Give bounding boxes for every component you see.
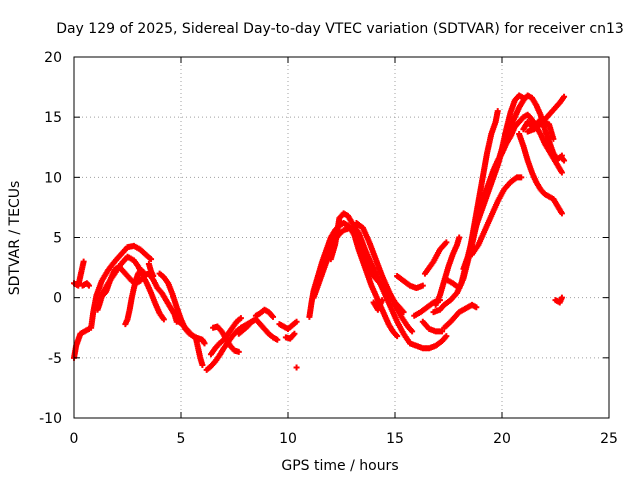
x-tick-label: 25: [600, 431, 618, 447]
data-point: [443, 239, 450, 246]
data-point: [199, 362, 206, 369]
data-point: [561, 157, 568, 164]
series-arc-14: [235, 316, 281, 343]
data-point: [237, 315, 244, 322]
data-layer: [71, 92, 568, 373]
x-tick-label: 15: [386, 431, 404, 447]
series-arc-27: [421, 239, 450, 277]
data-point: [494, 108, 501, 115]
series-arc-22: [353, 220, 416, 335]
x-tick-label: 0: [70, 431, 79, 447]
series-arc-37: [524, 93, 568, 135]
data-point: [150, 273, 157, 280]
data-point: [201, 340, 208, 347]
data-point: [274, 336, 281, 343]
y-tick-label: -10: [39, 411, 62, 427]
y-axis-label: SDTVAR / TECUs: [7, 181, 23, 296]
series-arc-39: [558, 155, 568, 164]
series-arc-18: [293, 364, 300, 371]
series-arc-13: [210, 323, 242, 355]
series-arc-8: [145, 260, 157, 280]
data-point: [473, 304, 480, 311]
grid-layer: [74, 57, 609, 418]
y-tick-label: 20: [44, 50, 62, 66]
data-point: [456, 234, 463, 241]
data-point: [558, 210, 565, 217]
series-arc-3: [79, 280, 92, 289]
data-point: [394, 333, 401, 340]
x-tick-label: 10: [279, 431, 297, 447]
series-arc-33: [469, 174, 525, 258]
data-point: [235, 348, 242, 355]
series-arc-26: [419, 318, 446, 335]
data-point: [293, 318, 300, 325]
series-arc-30: [441, 301, 480, 331]
data-point: [550, 135, 557, 142]
data-point: [409, 328, 416, 335]
series-arc-15: [252, 306, 277, 320]
data-point: [85, 282, 92, 289]
series-arc-21: [327, 210, 450, 352]
data-point: [379, 297, 386, 304]
data-point: [293, 364, 300, 371]
series-arc-4: [88, 242, 155, 331]
y-tick-label: 10: [44, 170, 62, 186]
data-point: [80, 258, 87, 265]
y-tick-label: 15: [44, 110, 62, 126]
data-point: [558, 169, 565, 176]
data-point: [160, 316, 167, 323]
data-point: [141, 270, 148, 277]
series-arc-7: [122, 266, 148, 328]
series-arc-24: [394, 273, 426, 292]
series-arc-10: [175, 318, 206, 369]
series-arc-12: [207, 315, 244, 358]
data-point: [291, 330, 298, 337]
data-point: [561, 93, 568, 100]
x-tick-label: 20: [493, 431, 511, 447]
data-point: [439, 328, 446, 335]
tick-layer: 0 5 10 15 20 25 -10 -5 0 5 10 15 20: [39, 50, 618, 447]
x-tick-label: 5: [177, 431, 186, 447]
data-point: [520, 94, 527, 101]
data-point: [148, 256, 155, 263]
y-tick-label: 5: [53, 231, 62, 247]
series-arc-29: [432, 234, 463, 308]
data-point: [518, 174, 525, 181]
data-point: [443, 333, 450, 340]
y-tick-label: 0: [53, 291, 62, 307]
series-arc-34: [494, 92, 527, 166]
series-arc-23: [370, 297, 386, 313]
series-arc-17: [282, 330, 298, 342]
series-arc-16: [276, 318, 300, 332]
data-point: [270, 313, 277, 320]
series-arc-38: [552, 294, 565, 306]
x-axis-label: GPS time / hours: [281, 458, 398, 474]
data-point: [419, 282, 426, 289]
data-point: [558, 294, 565, 301]
series-arc-35: [516, 131, 565, 217]
y-tick-label: -5: [48, 351, 62, 367]
chart-title: Day 129 of 2025, Sidereal Day-to-day VTE…: [56, 21, 624, 37]
